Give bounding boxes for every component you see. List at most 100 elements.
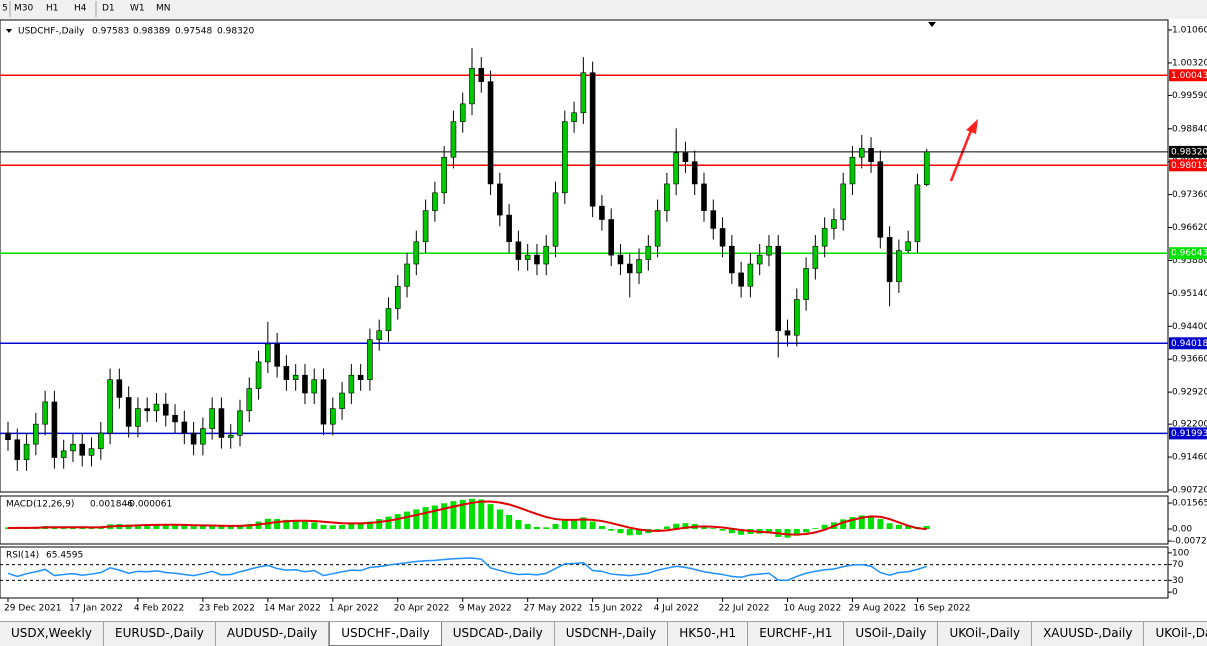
macd-signal-value: -0.000061 bbox=[126, 500, 172, 510]
candle-body bbox=[348, 374, 355, 394]
macd-bar bbox=[413, 509, 420, 530]
candle-body bbox=[729, 245, 735, 274]
macd-bar bbox=[478, 499, 485, 530]
candle-body bbox=[339, 392, 345, 409]
chart-tab[interactable]: HK50-,H1 bbox=[668, 622, 749, 646]
timeframe-button[interactable]: H4 bbox=[74, 4, 87, 14]
timeframe-button[interactable]: 5 bbox=[2, 4, 8, 14]
macd-bar bbox=[793, 529, 800, 536]
macd-bar bbox=[422, 507, 429, 530]
chart-tab[interactable]: USDCHF-,Daily bbox=[329, 622, 442, 646]
candle-body bbox=[265, 343, 271, 363]
candle-body bbox=[432, 192, 438, 211]
candle-body bbox=[172, 414, 178, 423]
price-tick-label: 0.94400 bbox=[1172, 322, 1207, 332]
x-tick-label: 15 Jun 2022 bbox=[589, 604, 643, 614]
chart-tab[interactable]: USOil-,Daily bbox=[844, 622, 939, 646]
chart-tab[interactable]: UKOil-,Daily bbox=[938, 622, 1033, 646]
candle-body bbox=[886, 237, 893, 283]
candle-body bbox=[626, 263, 633, 274]
macd-bar bbox=[886, 523, 893, 530]
chart-tab[interactable]: XAUUSD-,Daily bbox=[1032, 622, 1145, 646]
rsi-tick-label: 70 bbox=[1172, 560, 1184, 570]
rsi-tick-label: 100 bbox=[1172, 548, 1189, 558]
macd-bar bbox=[79, 527, 86, 530]
price-tick-label: 0.99590 bbox=[1172, 91, 1207, 101]
chart-tab[interactable]: USDCAD-,Daily bbox=[442, 622, 555, 646]
chart-tab[interactable]: EURCHF-,H1 bbox=[748, 622, 845, 646]
macd-bar bbox=[227, 526, 234, 530]
candle-body bbox=[274, 343, 280, 367]
macd-bar bbox=[172, 525, 179, 530]
macd-bar bbox=[812, 528, 819, 530]
macd-bar bbox=[469, 498, 475, 530]
candle-body bbox=[79, 443, 86, 456]
macd-bar bbox=[803, 529, 810, 533]
timeframe-button[interactable]: D1 bbox=[102, 4, 115, 14]
candle-body bbox=[756, 254, 763, 265]
candle-body bbox=[357, 374, 364, 380]
macd-panel bbox=[0, 495, 1169, 545]
candle-body bbox=[413, 241, 420, 265]
timeframe-button[interactable]: W1 bbox=[130, 4, 145, 14]
price-label: 0.98320 bbox=[1171, 147, 1207, 157]
x-tick-label: 4 Feb 2022 bbox=[134, 604, 184, 614]
price-tick-label: 1.00320 bbox=[1172, 58, 1207, 68]
candle-body bbox=[812, 245, 819, 269]
macd-tick-label: -0.007259 bbox=[1172, 537, 1207, 547]
macd-bar bbox=[366, 521, 373, 530]
macd-bar bbox=[441, 503, 448, 530]
price-tick-label: 0.95880 bbox=[1172, 256, 1207, 266]
candle-body bbox=[831, 219, 837, 229]
header-triangle bbox=[6, 29, 12, 33]
candle-body bbox=[478, 67, 485, 82]
macd-bar bbox=[608, 529, 615, 531]
candle-body bbox=[636, 259, 642, 274]
macd-bar bbox=[274, 519, 281, 530]
candle-body bbox=[162, 403, 169, 416]
candle-body bbox=[116, 379, 123, 398]
candle-body bbox=[14, 439, 21, 461]
timeframe-button[interactable]: H1 bbox=[46, 4, 59, 14]
candle-body bbox=[803, 268, 809, 300]
macd-bar bbox=[533, 527, 540, 530]
main-panel bbox=[0, 19, 1169, 493]
x-tick-label: 4 Jul 2022 bbox=[654, 604, 699, 614]
candle-body bbox=[793, 299, 800, 336]
macd-bar bbox=[598, 526, 605, 530]
chart-tab[interactable]: USDCNH-,Daily bbox=[555, 622, 669, 646]
candle-body bbox=[664, 183, 670, 211]
timeframe-button[interactable]: M30 bbox=[14, 4, 33, 14]
candle-body bbox=[190, 432, 197, 445]
chart-tab[interactable]: EURUSD-,Daily bbox=[104, 622, 216, 646]
level-label: 0.91993 bbox=[1171, 429, 1207, 439]
candle-body bbox=[404, 263, 410, 287]
macd-bar bbox=[561, 520, 568, 530]
rsi-panel bbox=[0, 546, 1169, 599]
header-value: 0.97548 bbox=[175, 27, 212, 37]
candle-body bbox=[5, 432, 11, 441]
candle-body bbox=[385, 308, 392, 332]
candle-body bbox=[719, 228, 726, 247]
candle-body bbox=[302, 374, 308, 394]
chart-tab[interactable]: AUDUSD-,Daily bbox=[216, 622, 330, 646]
x-tick-label: 20 Apr 2022 bbox=[394, 604, 450, 614]
chart-tab[interactable]: UKOil-,Da bbox=[1144, 622, 1207, 646]
candle-body bbox=[394, 285, 401, 309]
timeframe-button[interactable]: MN bbox=[156, 4, 171, 14]
candle-body bbox=[747, 263, 754, 287]
macd-bar bbox=[719, 529, 726, 531]
rsi-title: RSI(14) bbox=[6, 551, 39, 561]
rsi-value: 65.4595 bbox=[46, 551, 83, 561]
macd-bar bbox=[292, 520, 299, 530]
candle-body bbox=[691, 161, 698, 185]
level-label-box bbox=[1169, 69, 1207, 82]
candle-body bbox=[70, 443, 76, 452]
candle-body bbox=[766, 245, 772, 256]
candle-body bbox=[784, 330, 791, 336]
chart-tab[interactable]: USDX,Weekly bbox=[0, 622, 104, 646]
candle-body bbox=[896, 250, 902, 283]
candle-body bbox=[329, 408, 336, 425]
macd-bar bbox=[682, 523, 689, 530]
x-tick-label: 14 Mar 2022 bbox=[264, 604, 321, 614]
